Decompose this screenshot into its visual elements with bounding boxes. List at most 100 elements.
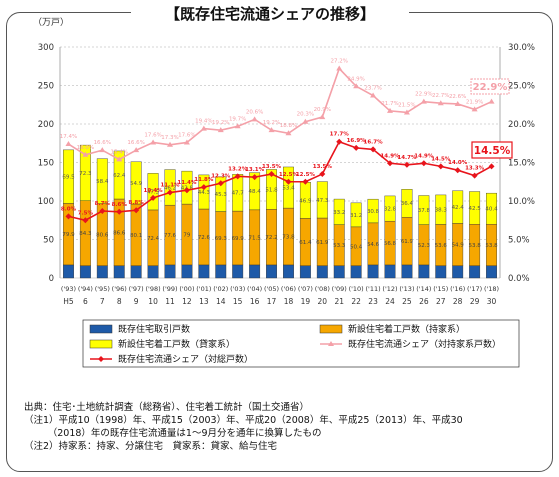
- share-total-value-label: 14.0%: [448, 160, 468, 166]
- share-owner-value-label: 21.7%: [381, 101, 398, 107]
- x-tick-label-heisei: 21: [334, 297, 344, 306]
- y-left-tick-label: 300: [38, 43, 54, 53]
- share-total-marker: [285, 178, 292, 185]
- share-owner-marker: [116, 156, 123, 162]
- share-total-value-label: 14.9%: [414, 153, 434, 159]
- x-tick-label-heisei: 24: [385, 297, 395, 306]
- share-owner-marker: [336, 65, 343, 71]
- bar-owner-value-label: 86.6: [113, 230, 126, 236]
- bar-existing-transactions: [164, 264, 176, 279]
- bar-new-rental: [96, 158, 108, 204]
- x-tick-label-year: ('93): [61, 285, 76, 293]
- share-total-marker: [150, 194, 157, 201]
- x-tick-label-year: ('03): [230, 285, 245, 293]
- share-owner-value-label: 22.7%: [432, 93, 449, 99]
- bar-owner-value-label: 52.3: [418, 243, 431, 249]
- share-total-marker: [336, 138, 343, 145]
- share-owner-marker: [370, 92, 377, 98]
- y-left-tick-label: 200: [38, 120, 54, 130]
- share-owner-value-label: 22.6%: [449, 94, 466, 100]
- bar-existing-transactions: [384, 264, 396, 279]
- x-tick-label-heisei: 8: [117, 297, 122, 306]
- bar-rental-value-label: 40.4: [485, 207, 498, 213]
- bar-new-rental: [418, 195, 430, 225]
- share-total-final-label: 14.5%: [474, 145, 511, 157]
- bar-new-rental: [452, 190, 464, 224]
- x-tick-label-heisei: 29: [470, 297, 480, 306]
- x-tick-label-year: ('12): [382, 285, 397, 293]
- y-left-tick-label: 150: [38, 159, 54, 169]
- x-tick-label-year: ('02): [213, 285, 228, 293]
- share-total-value-label: 13.2%: [228, 166, 248, 172]
- x-tick-label-year: ('11): [366, 285, 381, 293]
- share-owner-marker: [403, 109, 410, 115]
- bar-existing-transactions: [113, 265, 125, 279]
- share-owner-marker: [234, 123, 241, 129]
- bar-owner-value-label: 72.6: [198, 235, 211, 241]
- bar-rental-value-label: 47.3: [316, 198, 329, 204]
- x-tick-label-year: ('05): [264, 285, 279, 293]
- share-owner-marker: [65, 141, 72, 147]
- bar-new-rental: [164, 169, 176, 206]
- share-owner-value-label: 20.3%: [297, 112, 314, 118]
- x-tick-label-year: ('96): [112, 285, 127, 293]
- share-owner-marker: [471, 106, 478, 112]
- note-2: （注2）持家系：持家、分譲住宅 貸家系：貸家、給与住宅: [24, 441, 278, 452]
- share-total-marker: [403, 161, 410, 168]
- share-total-marker: [133, 207, 140, 214]
- bar-new-rental: [130, 161, 142, 205]
- bar-new-rental: [283, 166, 294, 209]
- bar-existing-transactions: [63, 264, 74, 279]
- share-total-marker: [420, 160, 427, 167]
- bar-new-rental: [249, 172, 261, 211]
- bar-existing-transactions: [198, 264, 210, 279]
- x-tick-label-year: ('18): [484, 285, 499, 293]
- share-owner-value-label: 23.7%: [364, 86, 381, 92]
- x-tick-label-year: ('16): [450, 285, 465, 293]
- legend-marker: [328, 341, 334, 346]
- share-owner-value-label: 17.6%: [178, 132, 195, 138]
- share-total-final-box: [471, 141, 513, 159]
- share-total-marker: [251, 174, 258, 181]
- x-tick-label-heisei: 10: [148, 297, 158, 306]
- x-tick-label-heisei: 27: [436, 297, 446, 306]
- share-owner-final-label: 22.9%: [473, 82, 508, 93]
- x-tick-label-heisei: 23: [368, 297, 378, 306]
- bar-owner-value-label: 53.8: [468, 243, 481, 249]
- bar-new-rental: [79, 144, 91, 201]
- share-owner-value-label: 22.9%: [415, 92, 432, 98]
- bar-rental-value-label: 33.2: [333, 210, 345, 216]
- bar-existing-transactions: [266, 264, 277, 279]
- bar-new-rental: [113, 150, 125, 200]
- bar-owner-value-label: 77.6: [164, 233, 177, 239]
- x-tick-label-heisei: 25: [402, 297, 412, 306]
- bar-new-rental: [350, 202, 362, 228]
- bar-existing-transactions: [316, 265, 328, 279]
- share-owner-value-label: 20.6%: [246, 109, 263, 115]
- share-total-marker: [116, 208, 123, 215]
- share-owner-marker: [200, 125, 207, 131]
- bar-owner-value-label: 84.3: [79, 231, 92, 237]
- share-owner-value-label: 19.4%: [195, 119, 212, 125]
- share-owner-marker: [420, 98, 427, 104]
- share-total-value-label: 11.1%: [160, 183, 180, 189]
- bar-rental-value-label: 31.2: [350, 213, 362, 219]
- note-source: 出典：住宅･土地統計調査（総務省）、住宅着工統計（国土交通省）: [24, 402, 310, 413]
- share-total-value-label: 10.4%: [144, 188, 164, 194]
- bar-existing-transactions: [418, 264, 430, 279]
- x-tick-label-heisei: H5: [63, 297, 74, 306]
- bar-rental-value-label: 72.3: [79, 171, 92, 177]
- legend-marker: [98, 356, 104, 362]
- share-total-marker: [99, 208, 106, 215]
- x-tick-label-year: ('17): [467, 285, 482, 293]
- x-tick-label-heisei: 26: [419, 297, 429, 306]
- share-total-line: [68, 140, 492, 222]
- bar-existing-transactions: [215, 264, 227, 279]
- legend-label: 新設住宅着工戸数（持家系）: [348, 323, 465, 335]
- chart-svg: 0 50 100 150 200 250 300 0.0% 5.0% 10.0% 15.0% 20.0…: [33, 17, 535, 368]
- y-left-tick-label: 50: [43, 236, 54, 246]
- bar-owner-value-label: 53.8: [485, 243, 498, 249]
- bar-new-rental: [401, 189, 413, 218]
- share-owner-value-label: 19.2%: [263, 120, 280, 126]
- bar-owner-value-label: 53.3: [333, 243, 346, 249]
